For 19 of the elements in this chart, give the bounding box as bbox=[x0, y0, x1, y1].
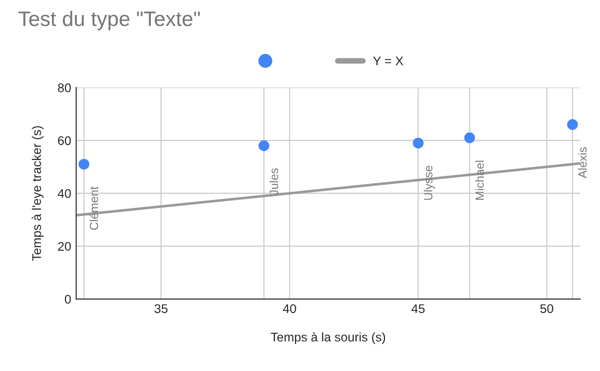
y-tick-label: 80 bbox=[58, 83, 71, 92]
y-axis-title: Temps à l'eye tracker (s) bbox=[32, 126, 44, 261]
y-tick-label: 0 bbox=[64, 294, 71, 304]
annotation: Alexis bbox=[578, 147, 587, 178]
x-tick-label: 40 bbox=[282, 304, 296, 314]
point bbox=[464, 132, 476, 144]
y-tick-label: 60 bbox=[58, 136, 71, 146]
x-axis-title: Temps à la souris (s) bbox=[270, 332, 386, 344]
point bbox=[78, 158, 90, 170]
x-tick-label: 45 bbox=[412, 304, 425, 314]
point bbox=[412, 138, 424, 148]
y-tick-label: 20 bbox=[58, 242, 71, 251]
point bbox=[567, 119, 578, 130]
x-tick-label: 35 bbox=[154, 304, 168, 314]
chart-title: Test du type "Texte" bbox=[18, 10, 200, 30]
legend-label: Y = X bbox=[373, 56, 404, 66]
x-tick-label: 50 bbox=[540, 304, 554, 314]
point bbox=[258, 140, 270, 152]
y-tick-label: 40 bbox=[58, 189, 71, 198]
